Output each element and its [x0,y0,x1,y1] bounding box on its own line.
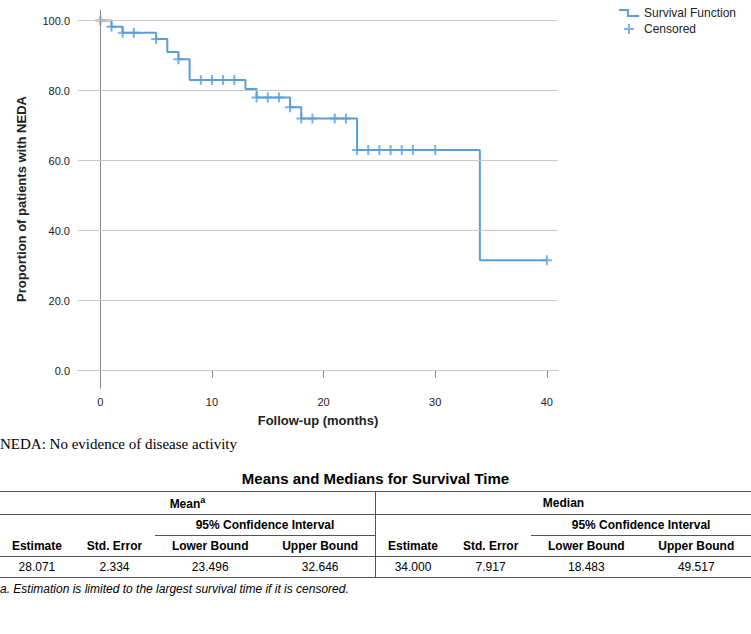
svg-text:Survival Function: Survival Function [644,6,736,20]
html-text:Estimate: Estimate [388,538,438,553]
html-text:NEDA: No evidence of disease a: NEDA: No evidence of disease activity [0,436,237,452]
svg-text:40.0: 40.0 [49,225,70,237]
html-text:23.496: 23.496 [191,560,229,574]
html-text:Upper Bound: Upper Bound [282,539,359,553]
html-text:7.917: 7.917 [475,560,506,574]
svg-text:20: 20 [317,396,329,408]
html-text:Upper Bound: Upper Bound [658,539,735,553]
html-text:Lower Bound: Lower Bound [171,539,249,553]
html-text:Meana: Meana [169,495,206,511]
svg-text:Follow-up (months): Follow-up (months) [258,413,379,428]
svg-text:Proportion of patients with NE: Proportion of patients with NEDA [14,95,29,301]
html-text:34.000: 34.000 [394,560,432,574]
html-text:32.646: 32.646 [301,560,339,574]
html-text:Std. Error: Std. Error [463,538,519,553]
svg-text:60.0: 60.0 [49,155,70,167]
svg-text:Censored: Censored [644,22,696,36]
svg-text:80.0: 80.0 [49,85,70,97]
svg-text:0.0: 0.0 [55,365,70,377]
html-text:Median: Median [542,496,585,510]
html-text:28.071: 28.071 [18,560,56,574]
html-text:a. Estimation is limited to th: a. Estimation is limited to the largest … [0,582,349,596]
svg-text:100.0: 100.0 [42,15,70,27]
html-text:95% Confidence Interval: 95% Confidence Interval [571,518,711,532]
html-text:Estimate: Estimate [11,538,62,553]
html-text:2.334: 2.334 [99,560,130,574]
svg-text:30: 30 [429,396,441,408]
html-text:Lower Bound: Lower Bound [548,539,625,553]
html-text:Means and Medians for Survival: Means and Medians for Survival Time [241,470,510,487]
html-text:49.517: 49.517 [677,560,715,574]
html-text:95% Confidence Interval: 95% Confidence Interval [195,518,335,532]
svg-text:0: 0 [97,396,103,408]
svg-text:20.0: 20.0 [49,295,70,307]
html-text:Std. Error: Std. Error [86,538,143,553]
svg-text:40: 40 [541,396,553,408]
html-text:18.483: 18.483 [568,560,605,574]
svg-text:10: 10 [206,396,218,408]
